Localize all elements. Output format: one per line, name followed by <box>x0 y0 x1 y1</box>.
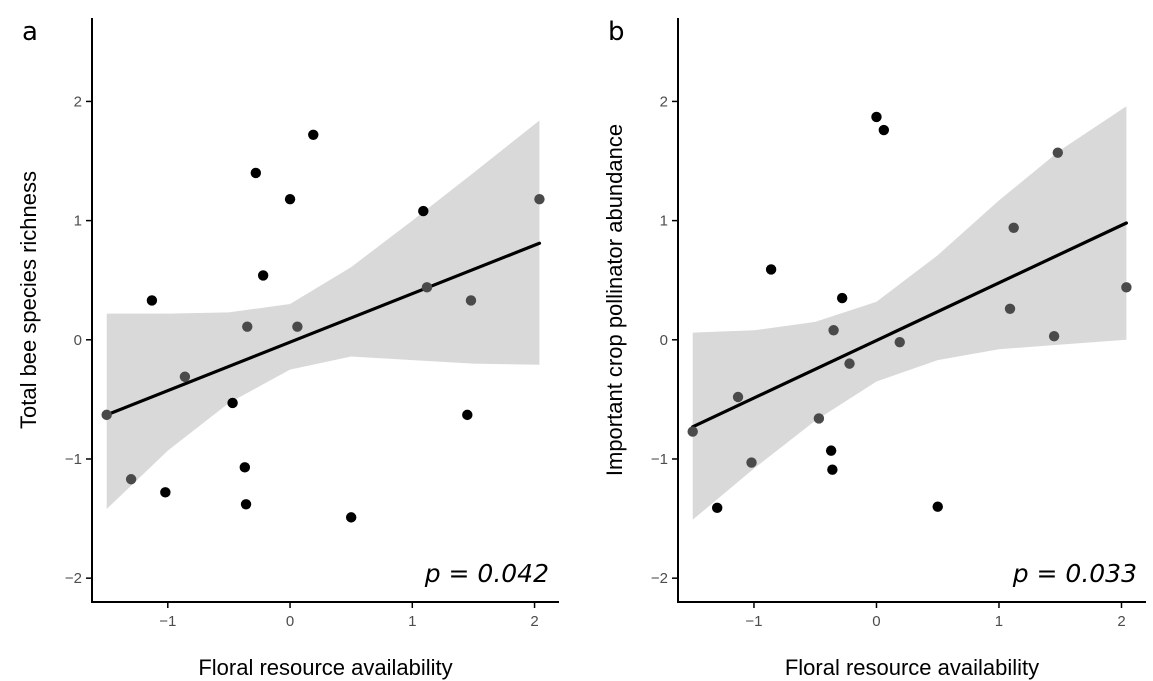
data-point <box>240 499 252 510</box>
y-tick-label: 2 <box>74 93 82 110</box>
data-point <box>160 487 171 498</box>
x-tick-label: 2 <box>1117 613 1125 630</box>
data-point <box>125 474 137 485</box>
data-point <box>732 391 744 403</box>
confidence-band <box>106 120 540 509</box>
data-point <box>871 111 882 123</box>
data-point <box>894 336 905 348</box>
data-point <box>179 371 191 382</box>
data-point <box>878 124 890 136</box>
x-tick-label: −1 <box>745 613 762 630</box>
data-point <box>844 358 855 369</box>
x-tick-label: 0 <box>286 613 294 630</box>
data-point <box>101 409 112 421</box>
y-tick-label: −2 <box>651 570 668 587</box>
y-tick-label: 2 <box>660 93 668 110</box>
data-point <box>1048 331 1060 342</box>
data-point <box>418 205 429 217</box>
data-point <box>292 321 303 332</box>
y-tick-label: 0 <box>660 332 668 349</box>
y-tick-label: −2 <box>65 570 82 587</box>
data-point <box>828 325 839 336</box>
data-point <box>421 282 433 293</box>
data-point <box>239 462 251 473</box>
regression-line <box>691 221 1128 429</box>
p-value-annotation: p = 0.033 <box>1012 559 1137 588</box>
data-point <box>242 321 253 332</box>
data-point <box>746 457 757 468</box>
x-tick-label: 1 <box>995 613 1003 630</box>
data-point <box>825 445 837 456</box>
data-point <box>257 270 269 281</box>
data-point <box>687 426 698 437</box>
data-point <box>345 512 357 523</box>
x-axis-title: Floral resource availability <box>785 655 1039 680</box>
data-point <box>765 264 777 275</box>
x-tick-label: 2 <box>530 613 538 630</box>
panel-label: a <box>22 17 38 47</box>
data-point <box>827 464 838 475</box>
data-point <box>146 295 158 306</box>
data-point <box>712 502 723 514</box>
y-axis-title: Total bee species richness <box>16 171 41 429</box>
data-point <box>284 193 296 205</box>
data-point <box>932 501 943 512</box>
y-tick-label: 1 <box>660 213 668 230</box>
y-tick-label: −1 <box>651 451 668 468</box>
x-tick-label: 1 <box>408 613 416 630</box>
panel-b: −2 −1 0 1 2 −1 0 1 2 Floral resource availability… <box>602 17 1146 680</box>
data-point <box>308 129 319 140</box>
y-tick-label: −1 <box>65 451 82 468</box>
data-point <box>1008 222 1019 233</box>
confidence-band <box>692 106 1127 520</box>
data-point <box>813 413 825 424</box>
y-axis-title: Important crop pollinator abundance <box>602 124 627 476</box>
data-point <box>534 193 545 205</box>
y-tick-label: 0 <box>74 332 82 349</box>
data-point <box>1004 303 1016 315</box>
p-value-annotation: p = 0.042 <box>424 559 549 588</box>
regression-line <box>105 241 542 417</box>
data-point <box>465 295 477 306</box>
y-tick-label: 1 <box>74 213 82 230</box>
data-point <box>836 292 848 304</box>
panel-a: −2 −1 0 1 2 −1 0 1 2 Floral resource availability… <box>16 17 559 680</box>
data-point <box>227 397 238 409</box>
data-point <box>250 167 262 179</box>
x-tick-label: −1 <box>159 613 176 630</box>
data-point <box>1121 282 1132 293</box>
data-point <box>1052 147 1063 158</box>
panel-label: b <box>608 17 625 47</box>
x-tick-label: 0 <box>872 613 880 630</box>
x-axis-title: Floral resource availability <box>198 655 452 680</box>
data-point <box>462 409 473 421</box>
